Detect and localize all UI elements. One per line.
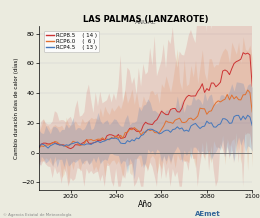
X-axis label: Año: Año [138, 200, 153, 209]
Y-axis label: Cambio duración olas de calor (días): Cambio duración olas de calor (días) [14, 57, 19, 159]
Text: © Agencia Estatal de Meteorología: © Agencia Estatal de Meteorología [3, 213, 71, 217]
Text: AEmet: AEmet [195, 211, 221, 217]
Title: LAS PALMAS (LANZAROTE): LAS PALMAS (LANZAROTE) [83, 15, 208, 24]
Legend: RCP8.5    ( 14 ), RCP6.0    (  6 ), RCP4.5    ( 13 ): RCP8.5 ( 14 ), RCP6.0 ( 6 ), RCP4.5 ( 13… [44, 31, 99, 52]
Text: ANUAL: ANUAL [135, 20, 156, 25]
